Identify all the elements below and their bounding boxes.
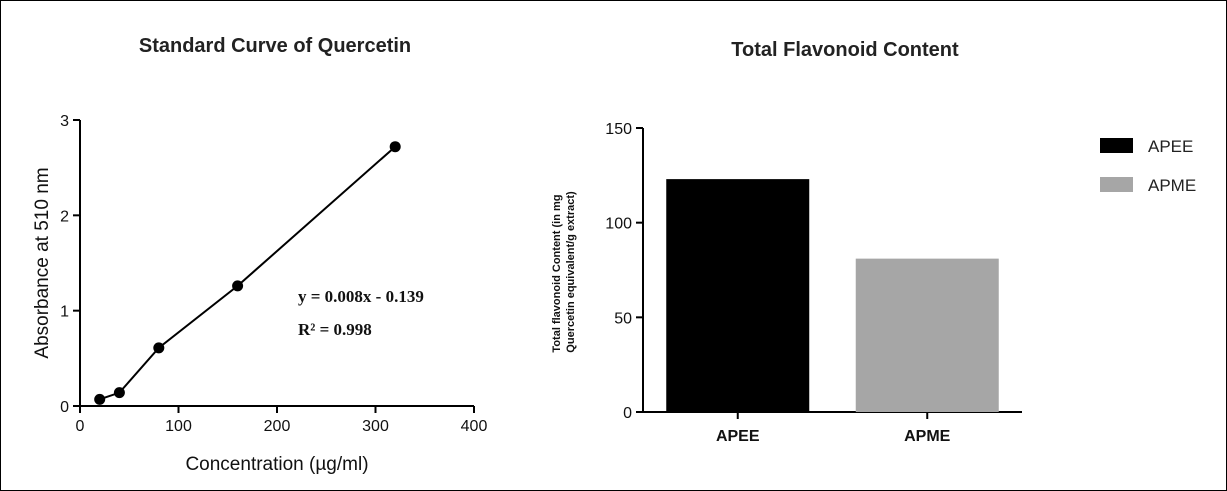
y-tick-label: 150 [605, 121, 632, 138]
equation-annotation: y = 0.008x - 0.139 [298, 287, 424, 306]
y-tick-label: 3 [60, 113, 69, 130]
bar-chart-y-ticks: 0 50 100 150 [605, 121, 643, 422]
line-chart-x-label: Concentration (µg/ml) [185, 454, 368, 475]
y-tick-label: 1 [60, 304, 69, 321]
x-tick-label: 100 [165, 418, 192, 435]
y-tick-label: 50 [614, 310, 632, 327]
x-tick-label: 200 [264, 418, 291, 435]
line-chart: Standard Curve of Quercetin 0 100 200 300 40… [32, 35, 487, 475]
legend-label: APME [1148, 176, 1196, 195]
y-tick-label: 0 [623, 405, 632, 422]
data-point [113, 387, 125, 399]
x-tick-label: 300 [362, 418, 389, 435]
legend-label: APEE [1148, 137, 1193, 156]
bar-chart-category-labels: APEE APME [716, 412, 951, 445]
line-chart-x-ticks: 0 100 200 300 400 [76, 406, 488, 435]
r-squared-annotation: R² = 0.998 [298, 320, 372, 339]
y-tick-label: 100 [605, 216, 632, 233]
line-chart-title: Standard Curve of Quercetin [139, 35, 411, 57]
data-point [94, 393, 106, 405]
bar-chart-y-label: Total flavonoid Content (in mg Quercetin… [551, 191, 577, 353]
bar-chart-y-label-line-2: Quercetin equivalent/g extract) [565, 191, 577, 353]
bar [666, 179, 810, 412]
bar-chart-y-label-line-1: Total flavonoid Content (in mg [551, 195, 563, 353]
line-chart-points [94, 141, 401, 405]
y-tick-label: 0 [60, 399, 69, 416]
x-tick-label: 400 [461, 418, 488, 435]
data-point [389, 141, 401, 153]
line-chart-y-label: Absorbance at 510 nm [32, 167, 53, 358]
data-point [153, 342, 165, 354]
legend-swatch [1100, 138, 1133, 153]
bar-chart-bars [666, 179, 999, 412]
category-label: APEE [716, 428, 760, 445]
x-tick-label: 0 [76, 418, 85, 435]
bar-chart-legend: APEE APME [1100, 137, 1196, 195]
data-point [232, 280, 244, 292]
category-label: APME [904, 428, 951, 445]
line-chart-y-ticks: 0 1 2 3 [60, 113, 80, 416]
y-tick-label: 2 [60, 208, 69, 225]
bar-chart-title: Total Flavonoid Content [731, 39, 959, 61]
legend-swatch [1100, 177, 1133, 192]
bar [855, 258, 999, 412]
line-chart-series-line [99, 145, 396, 401]
